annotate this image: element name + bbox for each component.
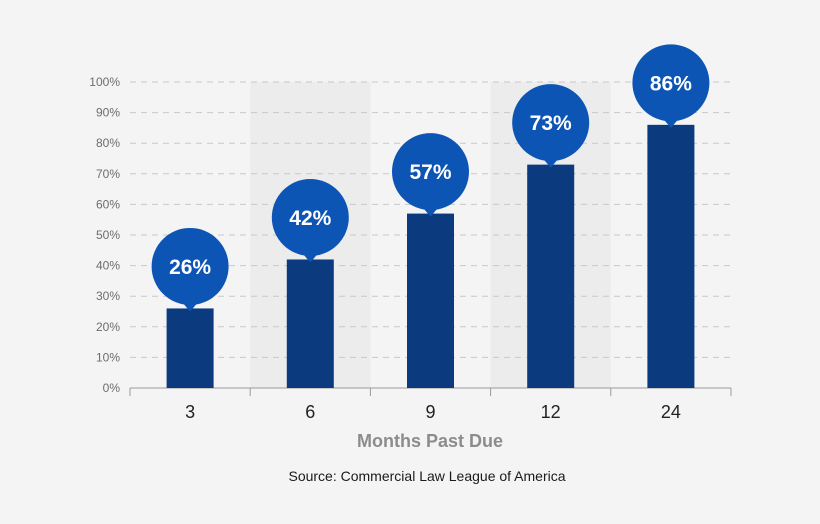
y-tick-label: 70% [96,167,120,181]
y-tick-label: 50% [96,228,120,242]
bubble-pointer [541,157,560,168]
y-tick-label: 100% [89,75,120,89]
bubble-pointer [421,206,440,217]
source-note: Source: Commercial Law League of America [288,468,565,484]
x-tick-label: 3 [185,402,195,422]
bar [286,259,334,388]
data-label-bubbles: 26% 42% 57% 73% 86% [151,44,710,312]
y-tick-label: 80% [96,136,120,150]
bubble-circle [151,227,229,305]
x-axis: 3 6 9 12 24 [129,387,732,422]
data-label-bubble: 73% [512,84,590,168]
data-label-bubble: 57% [392,133,469,217]
y-tick-label: 40% [96,259,120,273]
bar [166,308,214,388]
data-label: 42% [289,207,331,230]
x-tick-label: 6 [305,402,315,422]
y-tick-label: 30% [96,289,120,303]
bubble-circle [512,84,590,162]
bars [166,124,695,388]
bar [527,164,575,388]
bubble-circle [392,133,469,211]
bubble-circle [632,44,710,122]
y-tick-label: 10% [96,350,120,364]
bar [407,213,454,388]
data-label-bubble: 42% [271,178,349,263]
data-label: 57% [409,161,451,184]
data-label: 26% [169,256,211,279]
y-tick-label: 0% [103,381,121,395]
bubble-pointer [661,117,680,128]
y-tick-label: 90% [96,106,120,120]
y-axis: 0% 10% 20% 30% 40% 50% 60% 70% 80% 90% 100% [89,75,120,395]
y-tick-label: 20% [96,320,120,334]
bubble-pointer [301,251,320,263]
x-axis-title: Months Past Due [357,431,503,451]
data-label-bubble: 86% [632,44,710,128]
x-tick-label: 24 [661,402,681,422]
x-tick-label: 9 [425,402,435,422]
data-label: 86% [650,72,692,95]
data-label-bubble: 26% [151,227,229,312]
data-label: 73% [530,112,572,135]
bubble-pointer [181,300,200,312]
bubble-circle [271,178,349,256]
bar [647,124,695,388]
y-tick-label: 60% [96,197,120,211]
x-tick-label: 12 [541,402,561,422]
